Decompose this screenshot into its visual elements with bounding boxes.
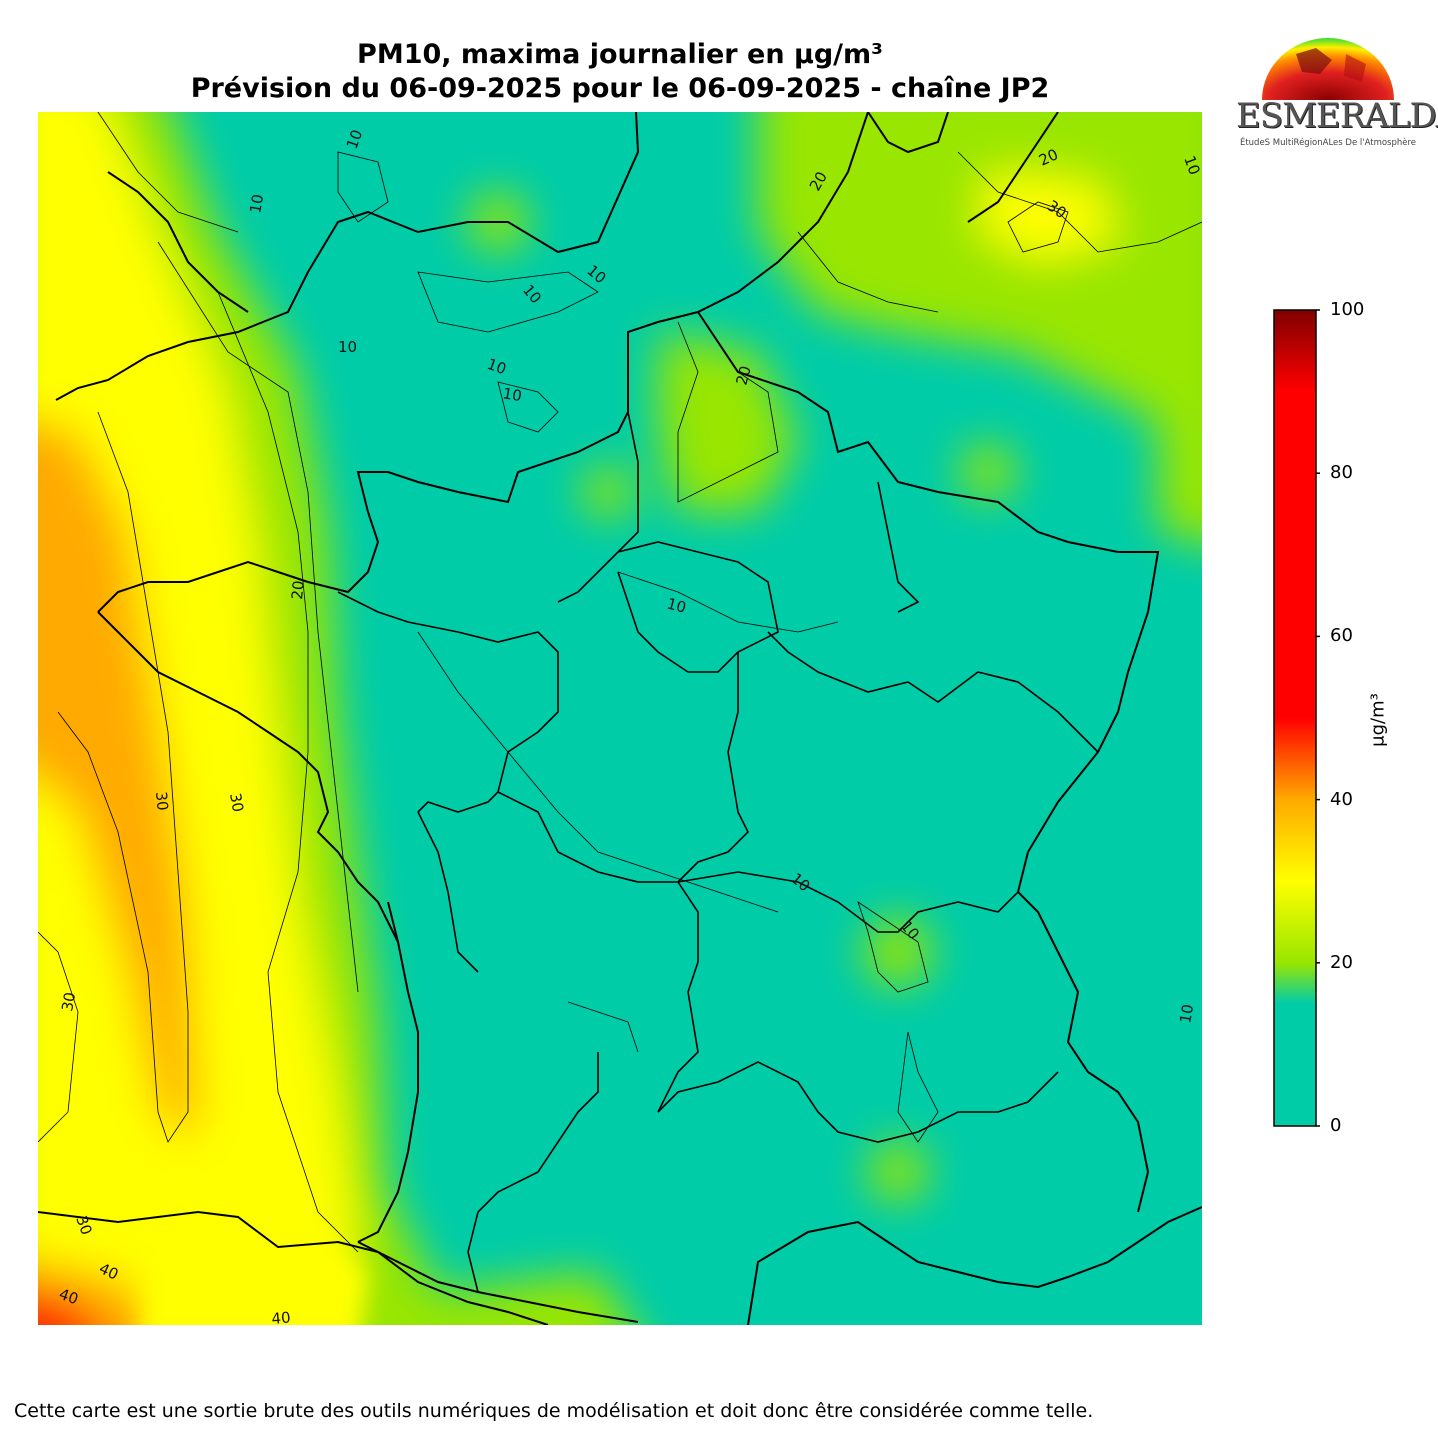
title-line-2: Prévision du 06-09-2025 pour le 06-09-20… <box>190 73 1050 104</box>
contour-label: 10 <box>246 193 267 215</box>
title-line-1: PM10, maxima journalier en µg/m³ <box>357 39 883 70</box>
contour-label: 10 <box>1180 153 1202 177</box>
concentration-field-detail <box>142 1212 368 1325</box>
logo-subtitle: ÉtudeS MultiRégionALes De l'Atmosphère <box>1239 138 1417 148</box>
colorbar-unit-label: µg/m³ <box>1367 693 1389 747</box>
colorbar-tick-label: 100 <box>1330 299 1365 320</box>
colorbar-gradient <box>1273 309 1320 1127</box>
colorbar-tick-label: 40 <box>1330 788 1353 810</box>
contour-label: 30 <box>152 791 172 812</box>
contour-label: 20 <box>288 580 308 601</box>
disclaimer-text: Cette carte est une sortie brute des out… <box>14 1400 1094 1422</box>
contour-label: 10 <box>338 338 357 356</box>
contour-label: 10 <box>501 384 523 405</box>
contour-label: 30 <box>58 991 79 1013</box>
contour-label: 10 <box>343 127 366 151</box>
contour-lines <box>38 112 1202 1253</box>
contour-label: 30 <box>226 792 247 814</box>
regional-boundaries <box>337 411 1099 1293</box>
contour-label: 10 <box>485 355 509 378</box>
colorbar-tick-label: 60 <box>1330 625 1353 647</box>
contour-label: 20 <box>732 364 754 387</box>
logo-sunburst-icon <box>1262 38 1394 100</box>
colorbar-tick-label: 80 <box>1330 462 1353 484</box>
logo-name: ESMERALDA <box>1236 96 1438 136</box>
pm10-map: 10 10 10 10 10 10 10 10 10 10 10 10 20 2… <box>38 112 1202 1325</box>
contour-label: 10 <box>1176 1003 1197 1025</box>
contour-label: 40 <box>57 1285 81 1308</box>
concentration-field <box>38 112 1202 1325</box>
colorbar-tick-label: 0 <box>1330 1115 1342 1136</box>
map-canvas: 10 10 10 10 10 10 10 10 10 10 10 10 20 2… <box>38 112 1202 1325</box>
contour-label: 10 <box>665 594 688 616</box>
map-title: PM10, maxima journalier en µg/m³ Prévisi… <box>38 38 1202 106</box>
colorbar: 0 20 40 60 80 100 <box>1240 300 1438 1140</box>
esmeralda-logo: ESMERALDA ÉtudeS MultiRégionALes De l'At… <box>1236 34 1438 154</box>
colorbar-tick-label: 20 <box>1330 951 1353 973</box>
coastlines <box>38 112 1202 1325</box>
contour-label: 40 <box>271 1308 292 1325</box>
contour-label: 30 <box>72 1213 95 1237</box>
